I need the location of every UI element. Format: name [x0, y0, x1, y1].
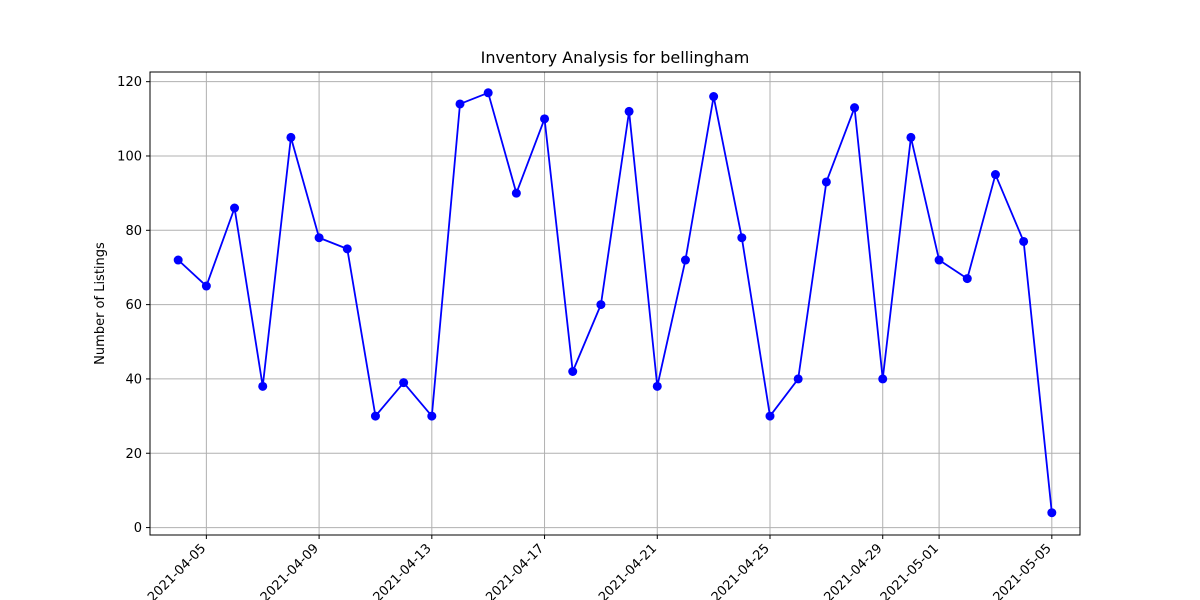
grid [150, 72, 1080, 535]
y-tick-label: 100 [117, 149, 142, 164]
data-point [455, 99, 465, 109]
data-point [258, 381, 268, 391]
data-point [906, 132, 916, 142]
data-point [511, 188, 521, 198]
y-tick-label: 120 [117, 75, 142, 90]
data-point [230, 203, 240, 213]
data-point [399, 378, 409, 388]
data-point [1047, 508, 1057, 518]
data-point [709, 92, 719, 102]
data-point [821, 177, 831, 187]
data-point [173, 255, 183, 265]
plot-frame [149, 71, 1081, 536]
data-point [850, 103, 860, 113]
y-tick-label: 0 [134, 521, 142, 536]
data-point [370, 411, 380, 421]
data-point [934, 255, 944, 265]
data-point [765, 411, 775, 421]
y-tick-label: 80 [125, 224, 142, 239]
series [173, 88, 1057, 518]
data-point [652, 381, 662, 391]
data-point [483, 88, 493, 98]
data-point [793, 374, 803, 384]
data-point [680, 255, 690, 265]
data-point [342, 244, 352, 254]
data-point [878, 374, 888, 384]
data-point [540, 114, 550, 124]
data-point [962, 274, 972, 284]
data-point [990, 170, 1000, 180]
data-point [286, 132, 296, 142]
y-axis-label: Number of Listings [93, 242, 108, 365]
data-point [201, 281, 211, 291]
data-point [314, 233, 324, 243]
data-point [568, 367, 578, 377]
data-point [1019, 236, 1029, 246]
y-tick-label: 60 [125, 298, 142, 313]
series-line [177, 91, 1053, 513]
y-tick-label: 20 [125, 447, 142, 462]
data-point [596, 300, 606, 310]
y-tick-label: 40 [125, 372, 142, 387]
data-point [427, 411, 437, 421]
data-point [737, 233, 747, 243]
data-point [624, 106, 634, 116]
chart-title: Inventory Analysis for bellingham [481, 48, 750, 67]
